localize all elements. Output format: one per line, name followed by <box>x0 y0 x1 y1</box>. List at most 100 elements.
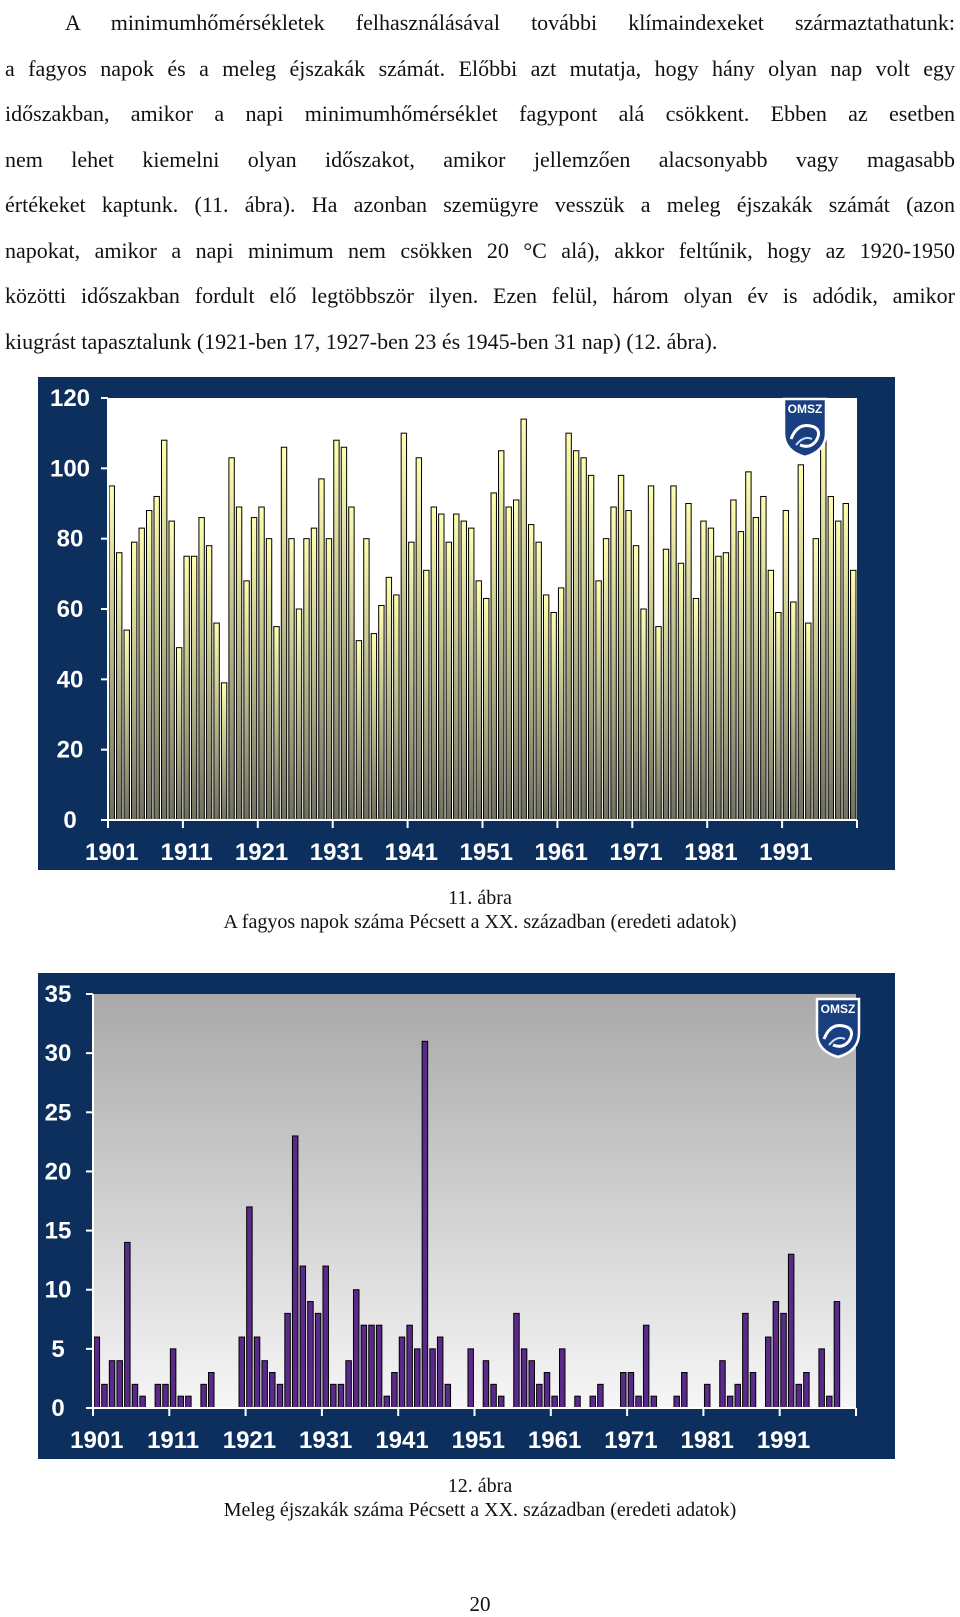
bar <box>820 439 827 821</box>
bar <box>276 1383 284 1409</box>
y-tick-label: 100 <box>50 455 90 482</box>
bar <box>295 608 303 821</box>
bar <box>719 1360 726 1409</box>
bar <box>772 1301 780 1409</box>
bar <box>393 594 400 821</box>
bar <box>398 1336 406 1409</box>
bar <box>246 1206 253 1409</box>
bar <box>595 580 602 821</box>
bar <box>169 1348 177 1409</box>
figure1-caption: 11. ábra A fagyos napok száma Pécsett a … <box>0 886 960 934</box>
y-tick-label: 0 <box>51 1395 64 1422</box>
logo-text: OMSZ <box>788 402 823 416</box>
bar <box>375 1324 383 1409</box>
figure1-number: 11. ábra <box>448 887 512 909</box>
bar <box>198 517 205 821</box>
bar <box>430 506 438 821</box>
bar <box>337 1383 345 1409</box>
y-tick-label: 20 <box>57 737 84 764</box>
bar <box>261 1360 268 1409</box>
bar <box>314 1312 322 1409</box>
figure2-caption: 12. ábra Meleg éjszakák száma Pécsett a … <box>0 1474 960 1522</box>
bar <box>749 1372 757 1409</box>
bar <box>673 1395 680 1409</box>
y-tick-label: 0 <box>63 807 76 834</box>
bar <box>818 1348 825 1409</box>
bar <box>421 1040 429 1409</box>
bar <box>520 418 527 821</box>
x-tick-label: 1911 <box>161 839 213 866</box>
bar <box>258 506 265 821</box>
bar <box>520 1348 528 1409</box>
bar <box>627 1372 635 1409</box>
bar <box>175 647 183 821</box>
bar <box>123 629 130 821</box>
bar <box>116 1360 123 1409</box>
bar <box>730 499 737 821</box>
bar <box>498 450 505 821</box>
bar <box>812 538 819 821</box>
bar <box>348 506 355 821</box>
bar <box>408 541 415 821</box>
bar <box>760 495 767 821</box>
bar <box>640 608 647 821</box>
bar <box>572 450 580 821</box>
bar <box>423 569 430 821</box>
bar <box>737 531 745 821</box>
bar <box>513 1312 520 1409</box>
x-tick-label: 1921 <box>235 839 288 866</box>
bar <box>355 640 363 821</box>
bar <box>154 1383 162 1409</box>
bar <box>200 1383 207 1409</box>
y-tick-label: 10 <box>45 1277 72 1304</box>
bar <box>497 1395 505 1409</box>
bar <box>391 1372 398 1409</box>
bar <box>642 1324 650 1409</box>
x-tick-label: 1951 <box>460 839 513 866</box>
bar <box>139 1395 146 1409</box>
x-tick-label: 1931 <box>310 839 363 866</box>
bar <box>363 538 370 821</box>
bar <box>220 682 228 821</box>
x-tick-label: 1981 <box>681 1427 734 1454</box>
bar <box>238 1336 246 1409</box>
bar <box>116 552 123 821</box>
bar <box>228 457 235 821</box>
bar <box>833 1301 841 1409</box>
x-tick-label: 1911 <box>147 1427 199 1454</box>
plot-area <box>93 994 856 1408</box>
bar <box>400 432 408 821</box>
bar <box>468 527 475 821</box>
x-tick-label: 1941 <box>375 1427 428 1454</box>
bar <box>490 492 497 821</box>
bar <box>835 520 842 821</box>
bar <box>288 538 295 821</box>
y-tick-label: 120 <box>50 385 90 412</box>
bar <box>482 1360 490 1409</box>
bar <box>647 485 655 821</box>
bar <box>360 1324 368 1409</box>
bar <box>131 1383 139 1409</box>
x-tick-label: 1901 <box>85 839 138 866</box>
bar <box>453 513 460 821</box>
bar <box>265 538 273 821</box>
bar <box>681 1372 688 1409</box>
paragraph-line: közötti időszakban fordult elő legtöbbsz… <box>5 283 955 308</box>
bar <box>765 1336 772 1409</box>
page-number: 20 <box>469 1592 491 1616</box>
bar <box>385 576 393 821</box>
x-tick-label: 1991 <box>759 839 812 866</box>
bar <box>330 1383 337 1409</box>
y-tick-label: 25 <box>45 1099 72 1126</box>
bar <box>587 474 595 821</box>
bar <box>368 1324 375 1409</box>
bar <box>307 1301 314 1409</box>
bar <box>162 1383 169 1409</box>
bar <box>415 457 423 821</box>
bar <box>610 506 617 821</box>
bar <box>299 1265 307 1409</box>
bar <box>284 1312 291 1409</box>
bar <box>138 527 145 821</box>
bar <box>580 457 587 821</box>
bar <box>153 495 160 821</box>
